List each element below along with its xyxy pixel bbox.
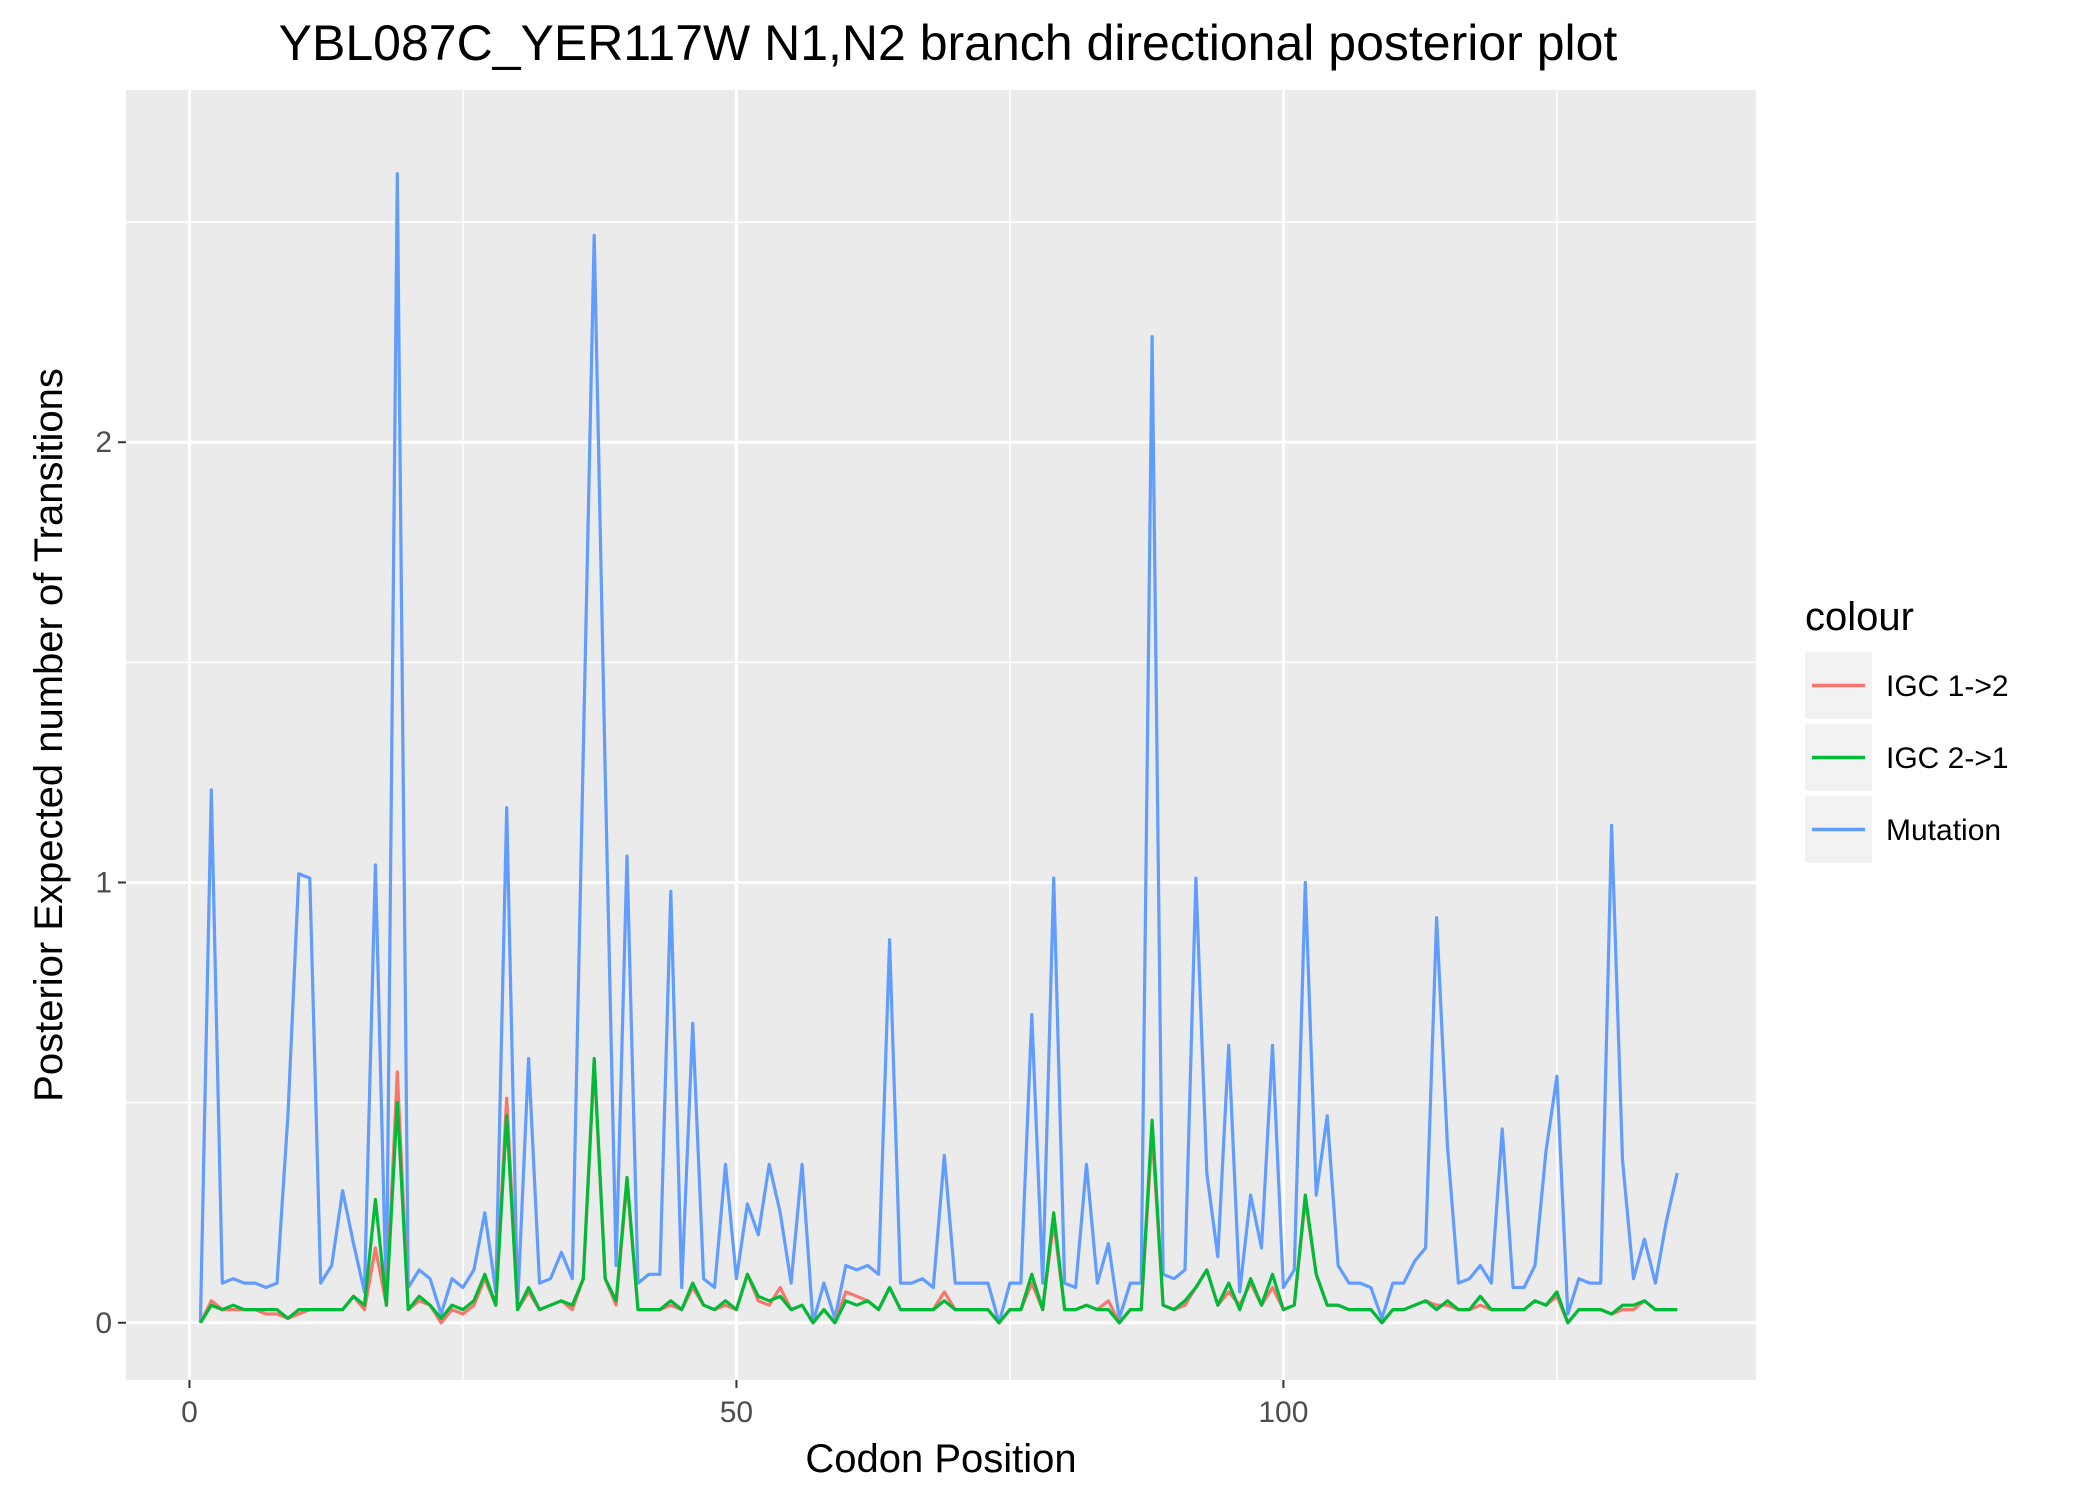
y-tick-label: 1 xyxy=(95,866,112,899)
major-gridlines xyxy=(126,90,1756,1380)
x-axis: 0 50 100 xyxy=(181,1380,1308,1429)
legend-label: IGC 1->2 xyxy=(1886,670,2009,703)
y-tick-label: 2 xyxy=(95,426,112,459)
y-axis: 0 1 2 xyxy=(95,426,126,1340)
legend: colour IGC 1->2 IGC 2->1 Mutation xyxy=(1805,595,2009,863)
series-line-igc-2-1 xyxy=(199,1057,1678,1325)
y-axis-title: Posterior Expected number of Transitions xyxy=(27,368,71,1102)
x-tick-label: 0 xyxy=(181,1396,198,1429)
x-axis-title: Codon Position xyxy=(805,1437,1076,1481)
legend-label: Mutation xyxy=(1886,814,2001,847)
y-tick-label: 0 xyxy=(95,1307,112,1340)
x-tick-label: 100 xyxy=(1258,1396,1308,1429)
series-lines xyxy=(198,172,1679,1325)
series-line-mutation xyxy=(198,172,1679,1325)
series-line-igc-1-2 xyxy=(198,1061,1678,1325)
legend-title: colour xyxy=(1805,595,1914,639)
x-tick-label: 50 xyxy=(720,1396,753,1429)
legend-label: IGC 2->1 xyxy=(1886,742,2009,775)
chart-title: YBL087C_YER117W N1,N2 branch directional… xyxy=(279,15,1618,71)
